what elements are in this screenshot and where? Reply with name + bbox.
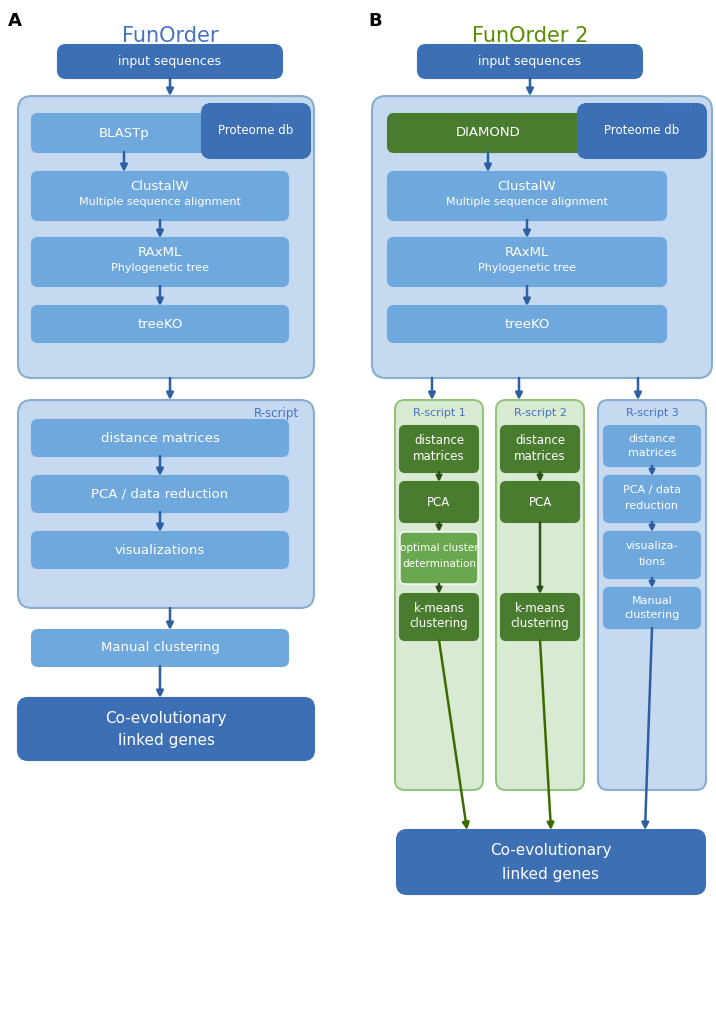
Text: DIAMOND: DIAMOND	[455, 127, 521, 140]
Text: clustering: clustering	[410, 618, 468, 631]
FancyBboxPatch shape	[32, 476, 288, 512]
FancyBboxPatch shape	[400, 482, 478, 522]
FancyBboxPatch shape	[501, 426, 579, 472]
Text: matrices: matrices	[514, 449, 566, 462]
Text: determination: determination	[402, 559, 476, 569]
Text: Proteome db: Proteome db	[604, 125, 679, 138]
Text: visualiza-: visualiza-	[626, 541, 678, 551]
Text: Phylogenetic tree: Phylogenetic tree	[478, 263, 576, 273]
FancyBboxPatch shape	[604, 476, 700, 522]
FancyBboxPatch shape	[388, 238, 666, 286]
Text: k-means: k-means	[414, 601, 465, 614]
FancyBboxPatch shape	[32, 238, 288, 286]
FancyBboxPatch shape	[397, 830, 705, 894]
FancyBboxPatch shape	[58, 45, 282, 78]
FancyBboxPatch shape	[578, 104, 706, 158]
Text: A: A	[8, 12, 22, 30]
Text: distance: distance	[515, 434, 565, 446]
Text: ClustalW: ClustalW	[131, 179, 189, 193]
Text: Phylogenetic tree: Phylogenetic tree	[111, 263, 209, 273]
FancyBboxPatch shape	[388, 306, 666, 342]
FancyBboxPatch shape	[598, 400, 706, 790]
Text: RAxML: RAxML	[138, 245, 182, 259]
Text: treeKO: treeKO	[504, 317, 550, 331]
Text: optimal cluster: optimal cluster	[400, 544, 478, 553]
FancyBboxPatch shape	[32, 420, 288, 456]
FancyBboxPatch shape	[18, 400, 314, 608]
Text: ClustalW: ClustalW	[498, 179, 556, 193]
Text: distance matrices: distance matrices	[100, 432, 219, 444]
Text: reduction: reduction	[626, 501, 679, 511]
Text: Manual clustering: Manual clustering	[100, 642, 219, 654]
FancyBboxPatch shape	[395, 400, 483, 790]
Text: R-script 3: R-script 3	[626, 408, 678, 418]
Text: input sequences: input sequences	[478, 55, 581, 68]
Text: linked genes: linked genes	[503, 867, 599, 881]
FancyBboxPatch shape	[32, 306, 288, 342]
FancyBboxPatch shape	[400, 426, 478, 472]
Text: PCA / data: PCA / data	[623, 485, 681, 495]
Text: PCA: PCA	[427, 496, 450, 508]
Text: Multiple sequence alignment: Multiple sequence alignment	[79, 197, 241, 207]
FancyBboxPatch shape	[501, 482, 579, 522]
FancyBboxPatch shape	[388, 172, 666, 220]
Text: clustering: clustering	[511, 618, 569, 631]
Text: BASH: BASH	[666, 102, 698, 116]
FancyBboxPatch shape	[501, 594, 579, 640]
Text: k-means: k-means	[515, 601, 566, 614]
Text: treeKO: treeKO	[137, 317, 183, 331]
FancyBboxPatch shape	[388, 114, 588, 152]
Text: FunOrder 2: FunOrder 2	[472, 26, 588, 46]
Text: linked genes: linked genes	[117, 732, 215, 747]
FancyBboxPatch shape	[32, 532, 288, 568]
Text: matrices: matrices	[413, 449, 465, 462]
FancyBboxPatch shape	[18, 96, 314, 378]
Text: BASH: BASH	[270, 102, 302, 116]
Text: R-script: R-script	[253, 407, 299, 420]
FancyBboxPatch shape	[202, 104, 310, 158]
FancyBboxPatch shape	[418, 45, 642, 78]
Text: Manual: Manual	[632, 596, 672, 606]
FancyBboxPatch shape	[400, 532, 478, 584]
FancyBboxPatch shape	[496, 400, 584, 790]
FancyBboxPatch shape	[32, 172, 288, 220]
Text: visualizations: visualizations	[115, 544, 205, 557]
FancyBboxPatch shape	[18, 698, 314, 760]
Text: distance: distance	[414, 434, 464, 446]
Text: BLASTp: BLASTp	[99, 127, 150, 140]
FancyBboxPatch shape	[32, 630, 288, 666]
Text: PCA / data reduction: PCA / data reduction	[92, 488, 228, 501]
FancyBboxPatch shape	[604, 426, 700, 466]
FancyBboxPatch shape	[604, 588, 700, 628]
FancyBboxPatch shape	[32, 114, 216, 152]
Text: Co-evolutionary: Co-evolutionary	[105, 711, 227, 725]
Text: tions: tions	[639, 557, 666, 567]
Text: matrices: matrices	[628, 448, 677, 458]
Text: R-script 2: R-script 2	[513, 408, 566, 418]
FancyBboxPatch shape	[372, 96, 712, 378]
Text: B: B	[368, 12, 382, 30]
FancyBboxPatch shape	[400, 594, 478, 640]
Text: FunOrder: FunOrder	[122, 26, 218, 46]
Text: distance: distance	[629, 434, 676, 444]
Text: input sequences: input sequences	[119, 55, 221, 68]
Text: clustering: clustering	[624, 610, 679, 620]
Text: Co-evolutionary: Co-evolutionary	[490, 843, 611, 858]
FancyBboxPatch shape	[604, 532, 700, 578]
Text: R-script 1: R-script 1	[412, 408, 465, 418]
Text: Multiple sequence alignment: Multiple sequence alignment	[446, 197, 608, 207]
Text: Proteome db: Proteome db	[218, 125, 294, 138]
Text: PCA: PCA	[528, 496, 551, 508]
Text: RAxML: RAxML	[505, 245, 549, 259]
